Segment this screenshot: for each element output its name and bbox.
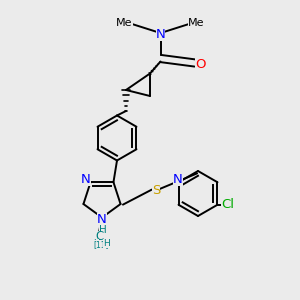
Text: [11]: [11]	[93, 240, 109, 249]
Text: C: C	[96, 230, 104, 244]
Text: N: N	[81, 173, 91, 186]
Text: N: N	[173, 173, 183, 186]
Text: N: N	[156, 28, 165, 41]
Text: H: H	[99, 225, 107, 236]
Text: H: H	[93, 238, 99, 247]
Text: Me: Me	[116, 17, 133, 28]
Text: H: H	[103, 238, 110, 247]
Text: Cl: Cl	[221, 198, 234, 211]
Text: Me: Me	[188, 17, 205, 28]
Text: N: N	[97, 213, 107, 226]
Text: S: S	[152, 184, 160, 197]
Text: O: O	[195, 58, 206, 71]
